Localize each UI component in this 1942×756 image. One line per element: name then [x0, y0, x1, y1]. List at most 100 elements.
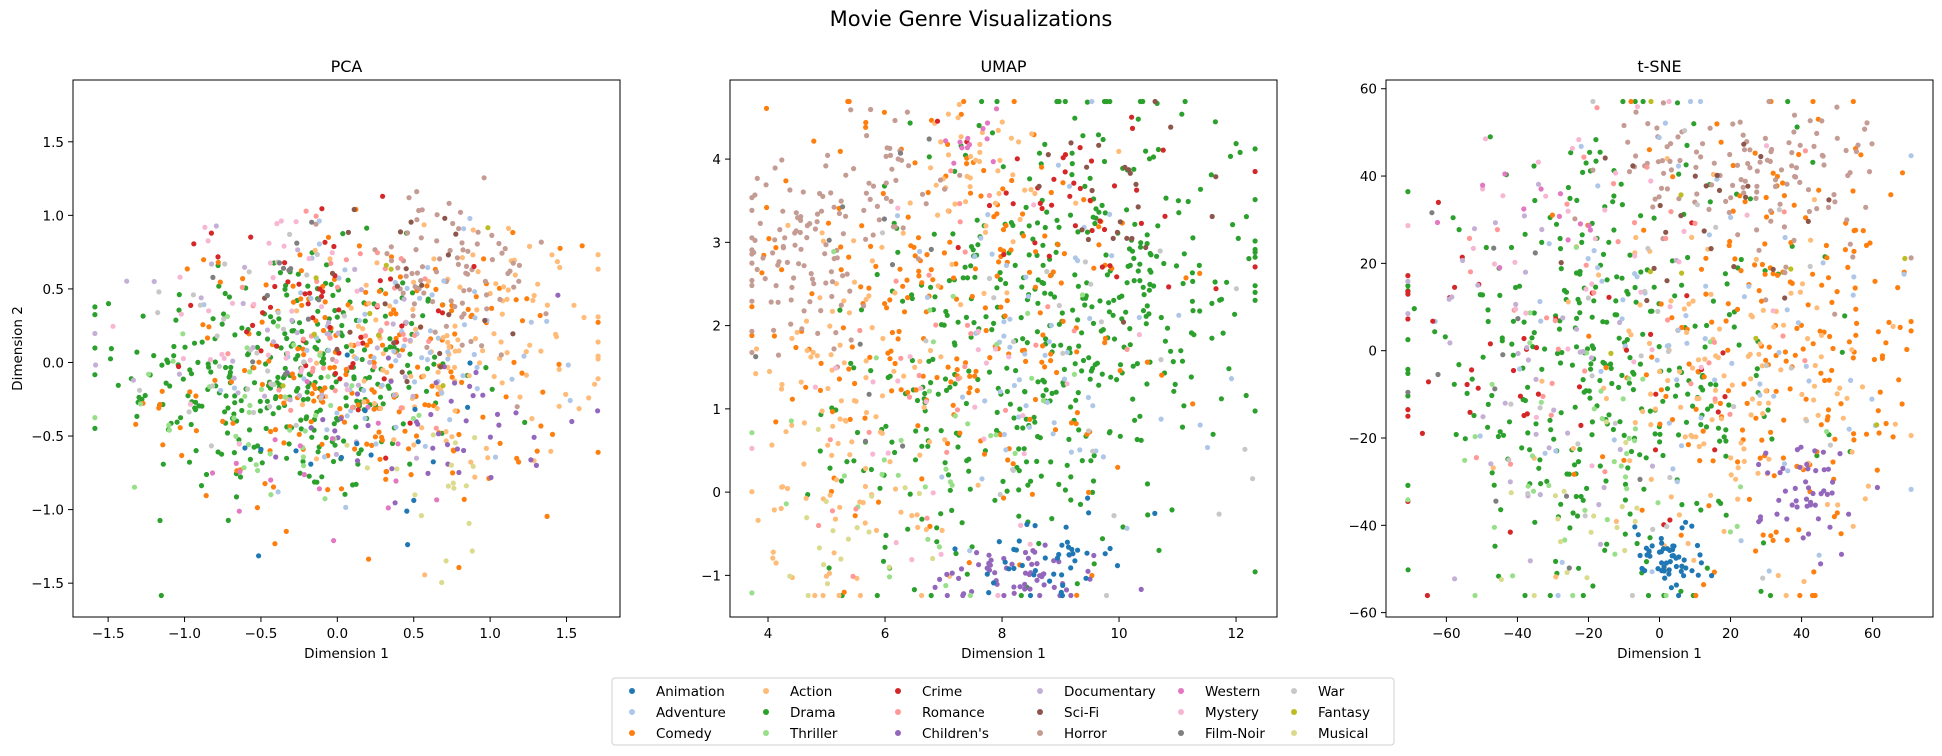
- data-point: [926, 136, 932, 142]
- data-point: [1797, 142, 1803, 148]
- data-point: [1679, 282, 1685, 288]
- data-point: [1512, 259, 1518, 265]
- data-point: [1230, 222, 1236, 228]
- data-point: [1051, 420, 1057, 426]
- data-point: [415, 439, 421, 445]
- data-point: [1582, 368, 1588, 374]
- data-point: [1085, 236, 1091, 243]
- data-point: [402, 374, 408, 380]
- data-point: [1610, 426, 1616, 433]
- data-point: [595, 376, 601, 382]
- data-point: [1659, 158, 1665, 164]
- data-point: [328, 281, 334, 287]
- data-point: [393, 478, 399, 484]
- data-point: [1032, 568, 1038, 574]
- legend-item: Romance: [895, 705, 985, 721]
- data-point: [1041, 582, 1047, 588]
- data-point: [1498, 576, 1504, 583]
- data-point: [943, 308, 949, 315]
- data-point: [1076, 427, 1082, 433]
- data-point: [107, 356, 114, 362]
- data-point: [254, 344, 260, 350]
- data-point: [1602, 547, 1608, 553]
- data-point: [875, 499, 882, 505]
- data-point: [1664, 546, 1670, 552]
- data-point: [1709, 417, 1715, 423]
- data-point: [1697, 458, 1703, 464]
- data-point: [1040, 262, 1046, 268]
- data-point: [322, 496, 328, 502]
- data-point: [1676, 432, 1682, 438]
- legend-item: War: [1291, 684, 1345, 700]
- data-point: [409, 320, 415, 327]
- data-point: [1087, 197, 1093, 203]
- data-point: [403, 319, 409, 326]
- legend-label: Documentary: [1064, 684, 1156, 700]
- data-point: [1405, 567, 1411, 573]
- data-point: [943, 138, 949, 144]
- data-point: [967, 592, 973, 599]
- data-point: [1734, 306, 1741, 312]
- data-point: [978, 235, 984, 241]
- data-point: [930, 277, 936, 283]
- data-point: [1850, 355, 1856, 361]
- data-point: [942, 460, 948, 466]
- data-point: [1252, 254, 1258, 260]
- data-point: [1553, 221, 1560, 227]
- data-point: [1127, 342, 1133, 348]
- data-point: [242, 445, 248, 451]
- data-point: [1655, 308, 1661, 314]
- data-point: [866, 391, 872, 397]
- data-point: [280, 326, 287, 332]
- data-point: [1522, 397, 1528, 404]
- data-point: [1480, 414, 1486, 420]
- data-point: [1626, 380, 1632, 386]
- data-point: [1593, 284, 1599, 290]
- data-point: [1662, 120, 1668, 126]
- data-point: [857, 592, 864, 599]
- data-point: [986, 369, 993, 375]
- data-point: [1612, 420, 1618, 426]
- data-point: [1521, 335, 1527, 342]
- data-point: [968, 331, 974, 337]
- data-point: [1842, 247, 1848, 253]
- data-point: [1725, 347, 1731, 353]
- data-point: [459, 342, 465, 348]
- data-point: [1072, 223, 1078, 229]
- data-point: [1797, 289, 1803, 295]
- data-point: [220, 418, 226, 424]
- data-point: [387, 336, 393, 342]
- data-point: [555, 292, 561, 298]
- data-point: [1252, 238, 1258, 244]
- data-point: [313, 275, 319, 281]
- data-point: [332, 370, 339, 377]
- legend-label: Comedy: [656, 726, 712, 742]
- data-point: [1674, 479, 1680, 485]
- data-point: [1533, 431, 1539, 437]
- data-point: [1585, 295, 1591, 301]
- data-point: [190, 292, 196, 298]
- data-point: [1591, 298, 1597, 304]
- data-point: [1056, 302, 1062, 309]
- x-tick-label: 1.5: [556, 626, 577, 642]
- data-point: [1791, 129, 1797, 135]
- data-point: [1497, 265, 1503, 271]
- data-point: [926, 272, 932, 278]
- data-point: [1652, 447, 1659, 453]
- data-point: [222, 290, 228, 297]
- data-point: [938, 354, 944, 360]
- data-point: [1104, 272, 1110, 278]
- data-point: [1000, 227, 1007, 233]
- data-point: [1088, 458, 1094, 464]
- data-point: [1799, 391, 1805, 397]
- data-point: [1827, 524, 1833, 530]
- data-point: [1853, 148, 1859, 155]
- data-point: [1089, 187, 1095, 194]
- data-point: [783, 429, 789, 435]
- data-point: [1725, 301, 1731, 307]
- data-point: [1124, 235, 1130, 241]
- data-point: [282, 365, 288, 371]
- data-point: [1752, 150, 1758, 156]
- data-point: [1818, 354, 1824, 360]
- data-point: [282, 286, 288, 292]
